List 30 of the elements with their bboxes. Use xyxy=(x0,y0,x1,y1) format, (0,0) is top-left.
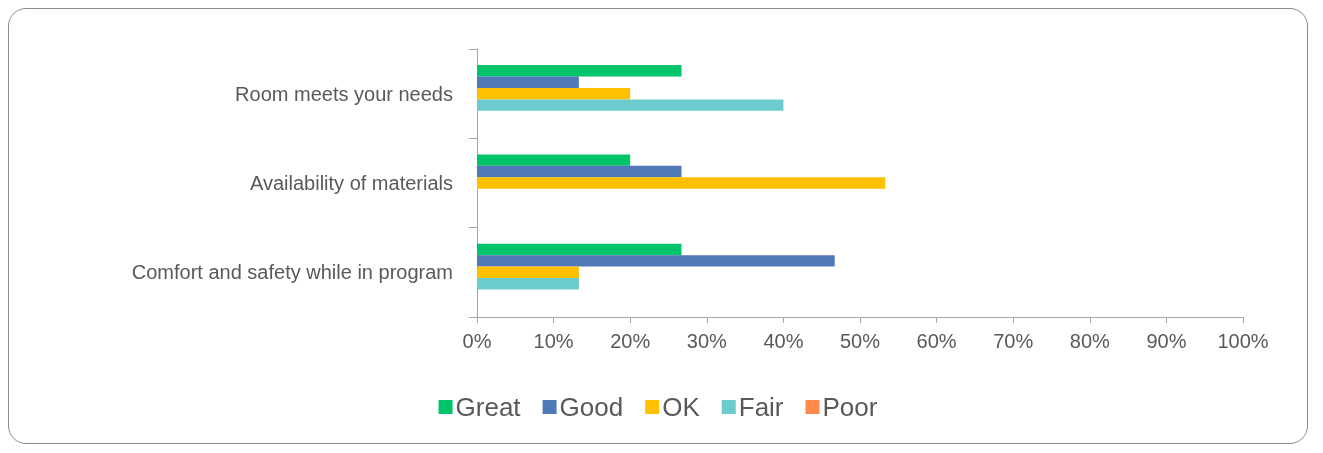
bar xyxy=(477,266,579,279)
legend-label: Poor xyxy=(822,392,878,422)
bar xyxy=(477,243,682,256)
y-tick-label: Room meets your needs xyxy=(235,82,453,105)
x-tick-label: 90% xyxy=(1146,330,1187,352)
x-tick-label: 80% xyxy=(1069,330,1111,352)
bar xyxy=(477,255,835,267)
legend-label: Fair xyxy=(738,392,784,422)
x-tick-label: 60% xyxy=(916,330,957,352)
x-tick-label: 10% xyxy=(533,330,574,352)
legend-label: Good xyxy=(559,392,624,422)
y-tick-label: Comfort and safety while in program xyxy=(131,261,453,284)
bar xyxy=(477,76,579,88)
bar xyxy=(477,165,682,178)
bar xyxy=(477,154,631,166)
legend-label: OK xyxy=(662,392,701,422)
x-tick-label: 50% xyxy=(839,330,881,352)
x-tick-label: 30% xyxy=(686,330,728,352)
bar xyxy=(477,278,579,290)
x-tick-label: 100% xyxy=(1217,330,1269,352)
bar xyxy=(477,99,784,111)
bar xyxy=(477,177,886,189)
x-tick-label: 70% xyxy=(993,330,1034,352)
bar xyxy=(477,87,631,100)
x-tick-label: 0% xyxy=(462,330,492,352)
bar xyxy=(477,65,682,77)
y-tick-label: Availability of materials xyxy=(249,172,453,194)
legend-label: Great xyxy=(455,392,522,422)
x-tick-label: 40% xyxy=(763,330,804,352)
x-tick-label: 20% xyxy=(610,330,651,352)
